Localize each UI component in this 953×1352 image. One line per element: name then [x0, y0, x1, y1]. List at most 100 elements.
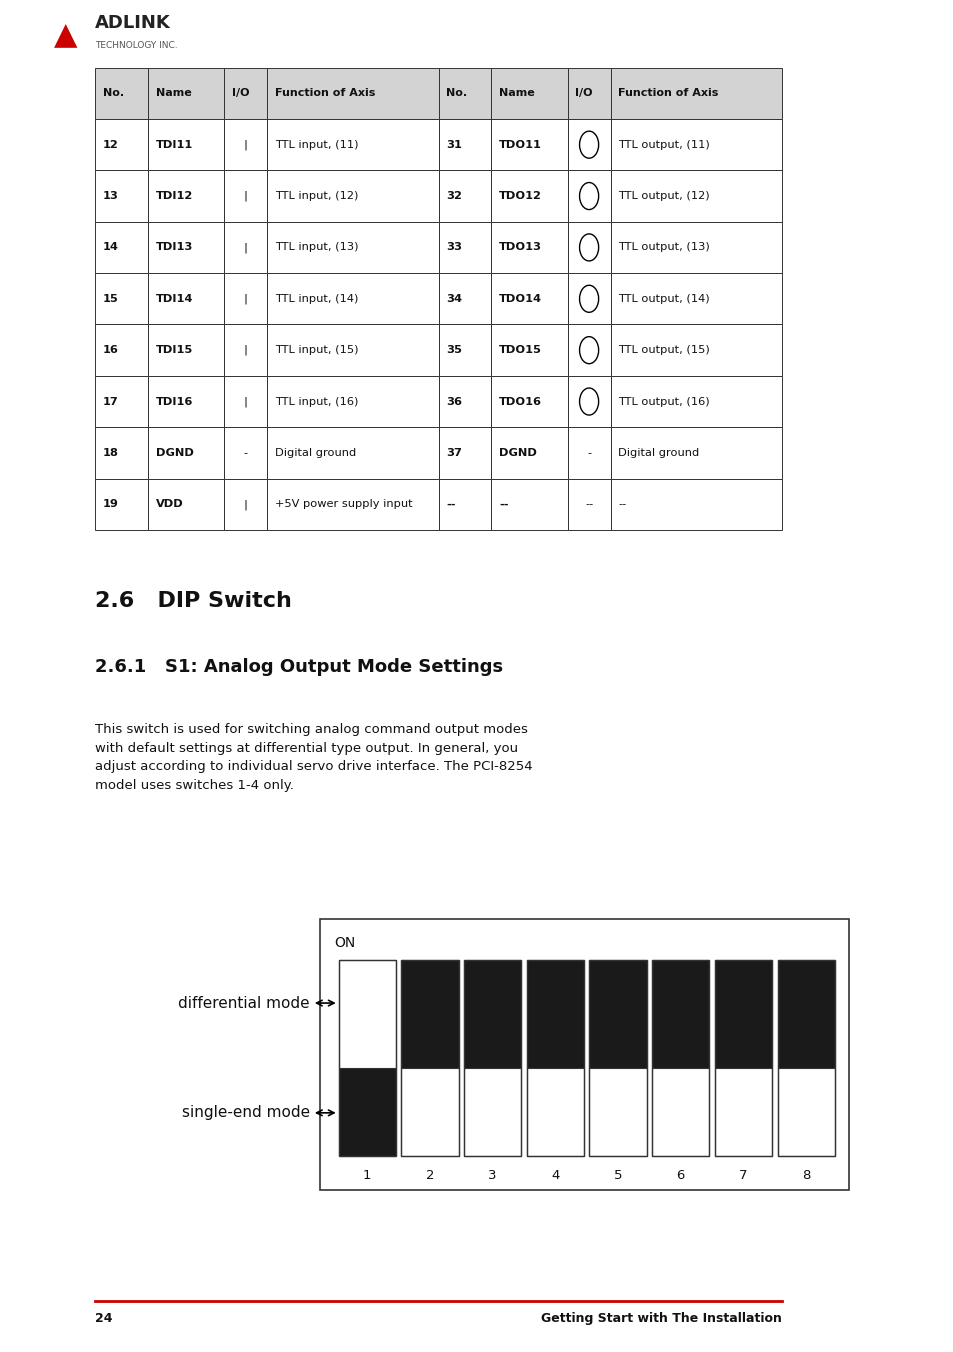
FancyBboxPatch shape [491, 427, 567, 479]
Text: TTL input, (14): TTL input, (14) [274, 293, 357, 304]
Text: TTL input, (16): TTL input, (16) [274, 396, 357, 407]
FancyBboxPatch shape [438, 427, 491, 479]
FancyBboxPatch shape [438, 376, 491, 427]
Text: TTL output, (14): TTL output, (14) [618, 293, 709, 304]
FancyBboxPatch shape [652, 1068, 709, 1156]
Text: I/O: I/O [232, 88, 249, 99]
Text: No.: No. [103, 88, 124, 99]
Text: TDO14: TDO14 [498, 293, 541, 304]
Text: Getting Start with The Installation: Getting Start with The Installation [541, 1311, 781, 1325]
Text: 2: 2 [425, 1169, 434, 1183]
FancyBboxPatch shape [526, 1068, 583, 1156]
Text: TDO12: TDO12 [498, 191, 541, 201]
Text: 2.6.1   S1: Analog Output Mode Settings: 2.6.1 S1: Analog Output Mode Settings [95, 658, 503, 676]
FancyBboxPatch shape [148, 324, 224, 376]
FancyBboxPatch shape [95, 376, 148, 427]
Text: I/O: I/O [575, 88, 592, 99]
FancyBboxPatch shape [491, 376, 567, 427]
Text: +5V power supply input: +5V power supply input [274, 499, 412, 510]
FancyBboxPatch shape [267, 119, 438, 170]
FancyBboxPatch shape [95, 170, 148, 222]
FancyBboxPatch shape [401, 1068, 458, 1156]
FancyBboxPatch shape [463, 960, 520, 1068]
Text: 18: 18 [103, 448, 119, 458]
Text: No.: No. [446, 88, 467, 99]
Text: 16: 16 [103, 345, 119, 356]
FancyBboxPatch shape [267, 68, 438, 119]
Text: TDI15: TDI15 [155, 345, 193, 356]
Text: 14: 14 [103, 242, 119, 253]
Text: Name: Name [498, 88, 534, 99]
Text: 4: 4 [551, 1169, 559, 1183]
Text: differential mode: differential mode [178, 995, 310, 1010]
FancyBboxPatch shape [95, 479, 148, 530]
Text: TECHNOLOGY INC.: TECHNOLOGY INC. [95, 41, 178, 50]
Text: |: | [243, 139, 248, 150]
Text: TTL output, (16): TTL output, (16) [618, 396, 709, 407]
FancyBboxPatch shape [95, 222, 148, 273]
FancyBboxPatch shape [491, 170, 567, 222]
Text: 12: 12 [103, 139, 119, 150]
Text: |: | [243, 345, 248, 356]
FancyBboxPatch shape [267, 376, 438, 427]
Text: TDI13: TDI13 [155, 242, 193, 253]
FancyBboxPatch shape [491, 273, 567, 324]
Text: 2.6   DIP Switch: 2.6 DIP Switch [95, 591, 292, 611]
FancyBboxPatch shape [567, 427, 610, 479]
Text: TTL input, (13): TTL input, (13) [274, 242, 358, 253]
Text: 33: 33 [446, 242, 462, 253]
FancyBboxPatch shape [567, 324, 610, 376]
Text: TDI11: TDI11 [155, 139, 193, 150]
FancyBboxPatch shape [224, 222, 267, 273]
Text: --: -- [584, 499, 593, 510]
Text: Function of Axis: Function of Axis [274, 88, 375, 99]
Text: TDI16: TDI16 [155, 396, 193, 407]
FancyBboxPatch shape [319, 919, 848, 1190]
FancyBboxPatch shape [148, 376, 224, 427]
Text: VDD: VDD [155, 499, 183, 510]
FancyBboxPatch shape [224, 324, 267, 376]
FancyBboxPatch shape [610, 376, 781, 427]
Text: TDI12: TDI12 [155, 191, 193, 201]
FancyBboxPatch shape [95, 119, 148, 170]
FancyBboxPatch shape [491, 479, 567, 530]
FancyBboxPatch shape [401, 960, 458, 1068]
Text: 32: 32 [446, 191, 462, 201]
FancyBboxPatch shape [567, 170, 610, 222]
FancyBboxPatch shape [567, 479, 610, 530]
Text: Function of Axis: Function of Axis [618, 88, 718, 99]
Text: 7: 7 [739, 1169, 747, 1183]
Text: |: | [243, 396, 248, 407]
FancyBboxPatch shape [267, 222, 438, 273]
Text: -: - [243, 448, 248, 458]
FancyBboxPatch shape [526, 960, 583, 1068]
FancyBboxPatch shape [148, 68, 224, 119]
FancyBboxPatch shape [567, 119, 610, 170]
Text: This switch is used for switching analog command output modes
with default setti: This switch is used for switching analog… [95, 723, 533, 792]
FancyBboxPatch shape [610, 170, 781, 222]
FancyBboxPatch shape [267, 324, 438, 376]
Text: single-end mode: single-end mode [182, 1106, 310, 1121]
FancyBboxPatch shape [148, 170, 224, 222]
Text: 19: 19 [103, 499, 119, 510]
FancyBboxPatch shape [610, 222, 781, 273]
FancyBboxPatch shape [567, 273, 610, 324]
Text: ON: ON [334, 936, 355, 949]
Text: ▲: ▲ [54, 22, 78, 50]
Text: 15: 15 [103, 293, 119, 304]
FancyBboxPatch shape [491, 68, 567, 119]
Text: TTL input, (15): TTL input, (15) [274, 345, 358, 356]
Text: 1: 1 [363, 1169, 371, 1183]
Text: Digital ground: Digital ground [274, 448, 355, 458]
FancyBboxPatch shape [567, 222, 610, 273]
FancyBboxPatch shape [267, 479, 438, 530]
FancyBboxPatch shape [777, 960, 834, 1068]
Text: 8: 8 [801, 1169, 809, 1183]
FancyBboxPatch shape [610, 324, 781, 376]
FancyBboxPatch shape [338, 960, 395, 1068]
Text: 35: 35 [446, 345, 462, 356]
Text: TDO16: TDO16 [498, 396, 541, 407]
Text: TTL input, (12): TTL input, (12) [274, 191, 357, 201]
FancyBboxPatch shape [589, 1068, 646, 1156]
FancyBboxPatch shape [610, 68, 781, 119]
